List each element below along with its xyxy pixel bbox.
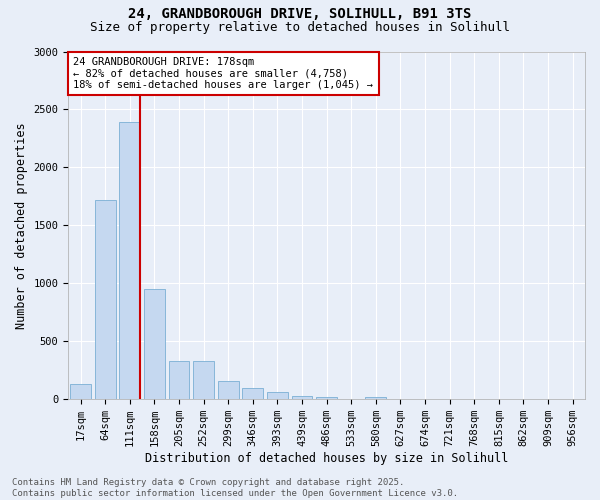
Bar — [193, 361, 214, 399]
Text: Contains HM Land Registry data © Crown copyright and database right 2025.
Contai: Contains HM Land Registry data © Crown c… — [12, 478, 458, 498]
Text: Size of property relative to detached houses in Solihull: Size of property relative to detached ho… — [90, 21, 510, 34]
Bar — [119, 122, 140, 399]
Y-axis label: Number of detached properties: Number of detached properties — [15, 122, 28, 328]
Bar — [316, 398, 337, 399]
Bar — [95, 200, 116, 399]
Bar — [144, 289, 165, 399]
Bar — [341, 398, 362, 399]
Bar — [365, 397, 386, 399]
Bar — [267, 392, 288, 399]
Text: 24 GRANDBOROUGH DRIVE: 178sqm
← 82% of detached houses are smaller (4,758)
18% o: 24 GRANDBOROUGH DRIVE: 178sqm ← 82% of d… — [73, 56, 373, 90]
Text: 24, GRANDBOROUGH DRIVE, SOLIHULL, B91 3TS: 24, GRANDBOROUGH DRIVE, SOLIHULL, B91 3T… — [128, 8, 472, 22]
Bar — [218, 382, 239, 399]
Bar — [242, 388, 263, 399]
Bar — [169, 361, 190, 399]
X-axis label: Distribution of detached houses by size in Solihull: Distribution of detached houses by size … — [145, 452, 508, 465]
Bar — [70, 384, 91, 399]
Bar — [292, 396, 313, 399]
